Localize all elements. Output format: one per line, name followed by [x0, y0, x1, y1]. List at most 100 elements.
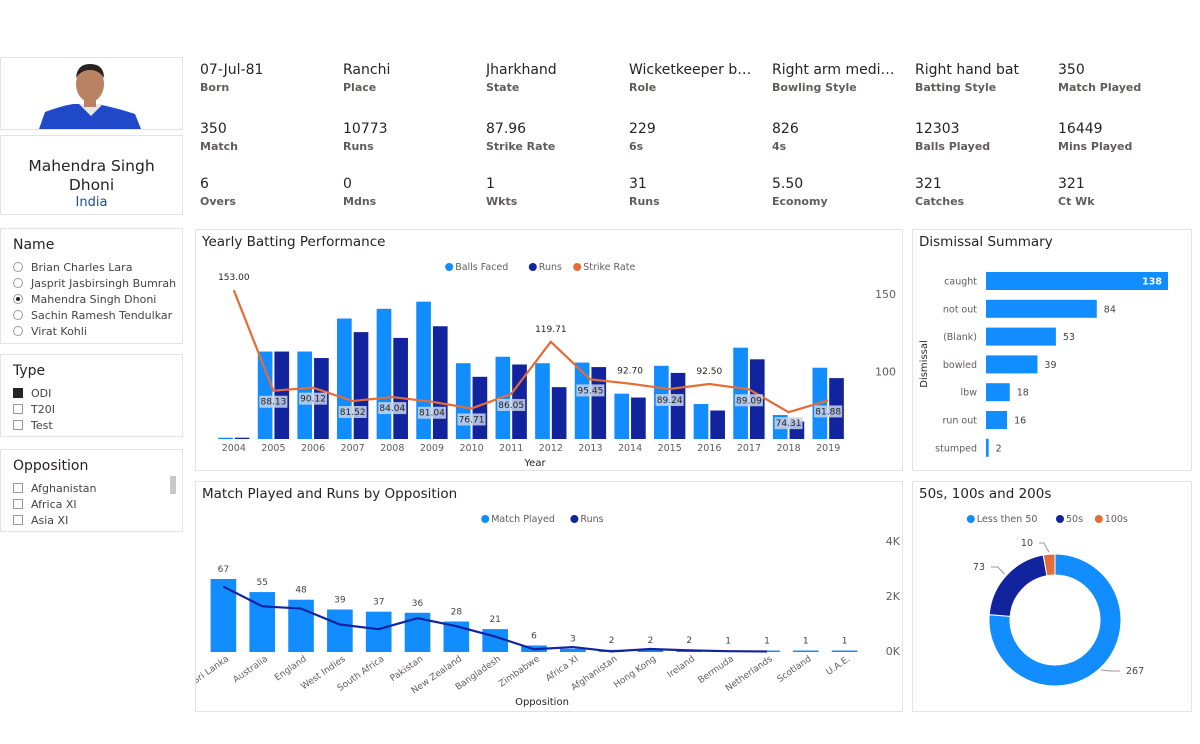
x-tick-label: England: [273, 654, 309, 683]
data-label-strike-rate: 92.50: [696, 367, 722, 377]
stat-card-economy: 5.50 Economy: [772, 176, 900, 208]
stat-value: 07-Jul-81: [200, 62, 264, 78]
legend-marker-100s: [1094, 515, 1103, 523]
stat-card-ct-wk: 321 Ct Wk: [1058, 176, 1186, 208]
bar-match-played: [365, 611, 392, 652]
y2-tick-label: 2K: [886, 590, 901, 603]
bar-dismissal-not-out: [986, 299, 1097, 318]
x-tick-label: Scotland: [776, 654, 814, 685]
data-label-bg: [378, 402, 407, 415]
data-label-match-played: 48: [295, 586, 307, 596]
radio-icon[interactable]: [13, 326, 23, 336]
y-tick-label: not out: [943, 304, 977, 315]
stat-value: 321: [1058, 176, 1085, 192]
bar-match-played: [637, 649, 664, 652]
legend-label: Runs: [580, 514, 603, 525]
line-strike-rate: [232, 289, 829, 414]
slicer-option-mahendra-singh-dhoni[interactable]: Mahendra Singh Dhoni: [13, 291, 182, 307]
slicer-option-africa-xi[interactable]: Africa XI: [13, 496, 182, 512]
radio-icon[interactable]: [13, 294, 23, 304]
slicer-option-label: Brian Charles Lara: [31, 260, 133, 274]
slicer-option-virat-kohli[interactable]: Virat Kohli: [13, 323, 182, 339]
slicer-option-jasprit-jasbirsingh-bumrah[interactable]: Jasprit Jasbirsingh Bumrah: [13, 275, 182, 291]
legend-label: Balls Faced: [455, 262, 508, 273]
stat-label: Born: [200, 81, 230, 94]
stat-card-catches: 321 Catches: [915, 176, 1043, 208]
bar-balls-faced: [376, 308, 392, 439]
slicer-option-odi[interactable]: ODI: [13, 385, 182, 401]
data-label-milestone: 267: [1126, 666, 1144, 677]
leader-line: [1101, 669, 1120, 672]
checkbox-icon[interactable]: [13, 483, 23, 493]
dismissal-panel: Dismissal Summary caught 138 not out 84 (Bla…: [912, 229, 1192, 471]
x-axis-title: Year: [523, 458, 546, 469]
x-tick-label: 2014: [618, 443, 642, 454]
milestones-chart-title: 50s, 100s and 200s: [919, 486, 1052, 502]
radio-icon[interactable]: [13, 278, 23, 288]
bar-match-played: [831, 650, 858, 652]
slicer-option-australia[interactable]: Australia: [13, 528, 182, 532]
data-label-strike-rate: 84.04: [379, 404, 405, 414]
data-label-bg: [338, 405, 367, 418]
slicer-option-t20i[interactable]: T20I: [13, 401, 182, 417]
x-tick-label: U.A.E.: [825, 654, 853, 678]
checkbox-icon[interactable]: [13, 499, 23, 509]
radio-icon[interactable]: [13, 310, 23, 320]
bar-runs: [234, 437, 250, 439]
milestones-chart: Less then 50 50s 100s 267 73 10: [966, 514, 1144, 687]
y-tick-label: (Blank): [943, 332, 977, 343]
milestones-panel: 50s, 100s and 200s Less then 50 50s 100s 26…: [912, 481, 1192, 712]
legend-label: Less then 50: [977, 514, 1038, 525]
opposition-scrollbar[interactable]: [170, 476, 176, 494]
line-runs: [222, 585, 767, 653]
checkbox-icon[interactable]: [13, 420, 23, 430]
slicer-option-brian-charles-lara[interactable]: Brian Charles Lara: [13, 259, 182, 275]
x-tick-label: Australia: [232, 654, 270, 685]
stat-card-bowling-style: Right arm medium Bowling Style: [772, 62, 900, 94]
data-label-strike-rate: 119.71: [535, 325, 567, 335]
radio-icon[interactable]: [13, 262, 23, 272]
bar-balls-faced: [218, 437, 233, 439]
slicer-option-sachin-ramesh-tendulkar[interactable]: Sachin Ramesh Tendulkar: [13, 307, 182, 323]
data-label-bg: [417, 406, 446, 419]
slicer-option-asia-xi[interactable]: Asia XI: [13, 512, 182, 528]
checkbox-icon[interactable]: [13, 515, 23, 525]
slicer-option-label: Jasprit Jasbirsingh Bumrah: [31, 276, 177, 290]
stat-value: Jharkhand: [486, 62, 557, 78]
data-label-strike-rate: 89.24: [657, 396, 683, 406]
x-tick-label: 2009: [420, 443, 444, 454]
stat-card-match-played: 350 Match Played: [1058, 62, 1186, 94]
legend-marker-runs: [570, 515, 579, 523]
slice-50s: [988, 554, 1048, 617]
x-tick-label: 2008: [380, 443, 404, 454]
y-axis-title: Dismissal: [919, 340, 930, 388]
bar-match-played: [560, 648, 586, 652]
legend-marker-50s: [1056, 515, 1064, 523]
opposition-chart: Match Played Runs 67 Sri Lanka 55 Australia 48…: [196, 514, 901, 708]
yearly-chart: Balls Faced Runs Strike Rate 2004 2005 2006 20…: [218, 262, 896, 469]
stat-label: Mdns: [343, 195, 377, 208]
stat-value: 1: [486, 176, 495, 192]
player-photo-panel: [0, 57, 183, 130]
data-label-dismissal: 18: [1017, 388, 1029, 399]
data-label-match-played: 39: [334, 596, 346, 606]
data-label-match-played: 6: [531, 631, 537, 641]
slicer-option-afghanistan[interactable]: Afghanistan: [13, 480, 182, 496]
opposition-slicer: Opposition Afghanistan Africa XI Asia XI Au…: [0, 449, 183, 532]
data-label-bg: [734, 394, 763, 407]
checkbox-icon[interactable]: [13, 404, 23, 414]
checkbox-icon[interactable]: [13, 531, 23, 532]
stat-value: 229: [629, 121, 656, 137]
x-tick-label: Zimbabwe: [497, 654, 542, 690]
stat-value: 0: [343, 176, 352, 192]
data-label-dismissal: 138: [1142, 277, 1162, 288]
stat-label: 6s: [629, 140, 644, 153]
checkbox-icon[interactable]: [13, 388, 23, 398]
bar-balls-faced: [337, 318, 352, 439]
slicer-option-label: Sachin Ramesh Tendulkar: [31, 308, 173, 322]
x-tick-label: 2019: [816, 443, 840, 454]
x-tick-label: 2004: [222, 443, 246, 454]
slicer-option-test[interactable]: Test: [13, 417, 182, 433]
bar-dismissal-bowled: [986, 355, 1038, 374]
legend-marker-less-then-50: [966, 515, 975, 523]
